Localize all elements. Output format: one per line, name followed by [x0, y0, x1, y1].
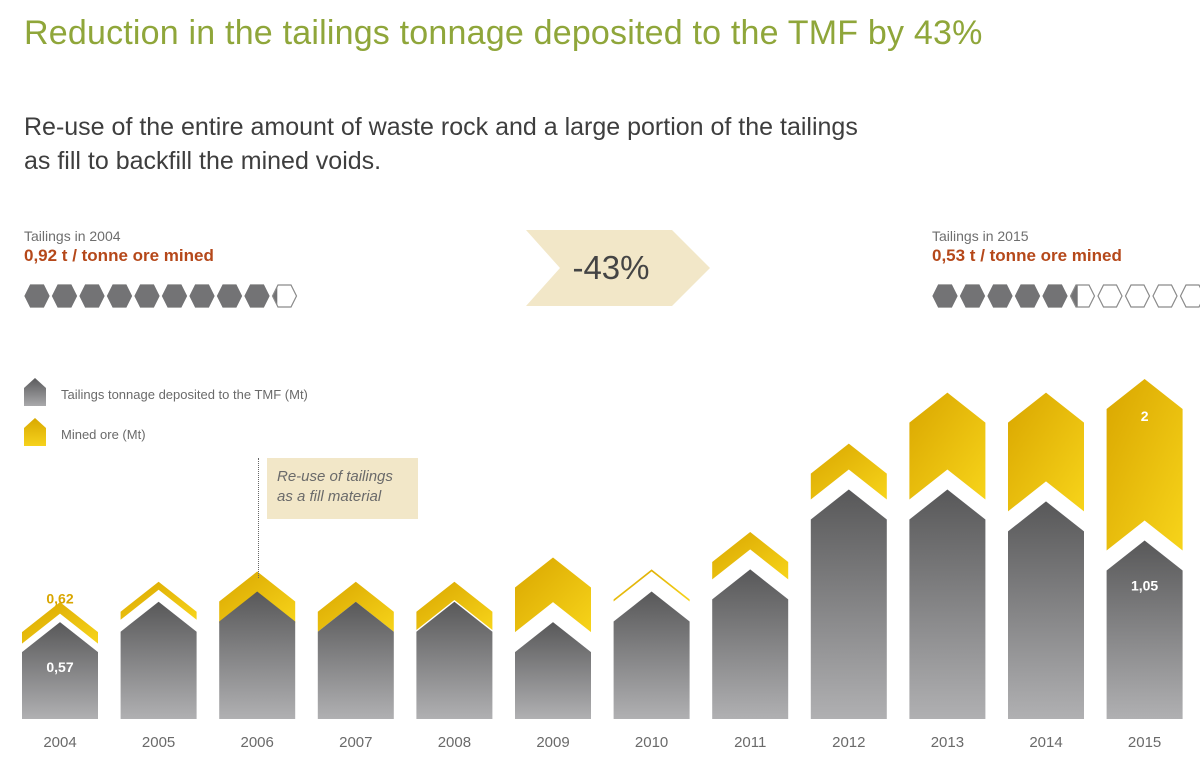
left-hexagon [216, 284, 243, 308]
x-tick-2004: 2004 [43, 734, 76, 751]
x-tick-2014: 2014 [1029, 734, 1062, 751]
bar-mined-ore-2004 [22, 602, 98, 644]
bar-mined-ore-2006 [219, 571, 296, 624]
left-hexagons [24, 284, 298, 308]
right-hexagon [932, 284, 958, 308]
right-hexagon [1014, 284, 1041, 308]
right-hexagon [1097, 284, 1123, 308]
data-label-2004-mined-ore: 0,62 [46, 591, 73, 607]
right-hexagons [932, 284, 1200, 308]
x-tick-2015: 2015 [1128, 734, 1161, 751]
gold-pentagon-icon [24, 418, 46, 446]
left-hexagon [161, 284, 188, 308]
bar-tailings-2006 [219, 591, 296, 719]
right-hexagon [959, 284, 986, 308]
bar-mined-ore-2011 [712, 532, 789, 580]
bar-mined-ore-2013 [909, 392, 986, 500]
subtitle-line-1: Re-use of the entire amount of waste roc… [24, 113, 858, 141]
x-tick-2005: 2005 [142, 734, 175, 751]
bar-tailings-2008 [416, 601, 493, 719]
bar-mined-ore-2005 [120, 581, 197, 620]
bar-mined-ore-2012 [810, 443, 887, 500]
left-hexagon-gauge [24, 284, 303, 308]
page-subtitle: Re-use of the entire amount of waste roc… [24, 110, 984, 178]
left-hexagon [189, 284, 215, 308]
bar-mined-ore-2008 [416, 581, 493, 630]
data-label-2015-tailings: 1,05 [1131, 578, 1158, 594]
bar-tailings-2015 [1106, 540, 1183, 719]
x-tick-2013: 2013 [931, 734, 964, 751]
left-hexagon [244, 284, 270, 308]
left-hexagon [24, 284, 50, 308]
legend-label-mined-ore: Mined ore (Mt) [61, 427, 146, 442]
x-tick-2007: 2007 [339, 734, 372, 751]
x-tick-2011: 2011 [734, 734, 766, 751]
x-tick-2008: 2008 [438, 734, 471, 751]
right-hexagon [1179, 284, 1200, 308]
annotation-leader-line [258, 458, 259, 578]
right-hexagon [1152, 284, 1178, 308]
subtitle-line-2: as fill to backfill the mined voids. [24, 147, 382, 175]
x-tick-2010: 2010 [635, 734, 668, 751]
right-hexagon [1124, 284, 1151, 308]
left-hexagon [51, 284, 78, 308]
right-hexagon-gauge [932, 284, 1200, 308]
left-hexagon [271, 284, 298, 308]
annotation-box: Re-use of tailings as a fill material [267, 458, 418, 519]
x-tick-2006: 2006 [241, 734, 274, 751]
left-hexagon [79, 284, 105, 308]
bar-tailings-2007 [317, 601, 394, 719]
right-hexagon [1069, 284, 1096, 308]
left-hexagon [106, 284, 133, 308]
bar-tailings-2012 [810, 489, 887, 719]
annotation-line-1: Re-use of tailings [277, 468, 393, 485]
data-label-2015-mined-ore: 2 [1141, 408, 1149, 424]
left-stat-label: Tailings in 2004 [24, 228, 121, 244]
right-hexagon [1042, 284, 1068, 308]
bar-tailings-2014 [1008, 501, 1084, 719]
bar-tailings-2011 [712, 569, 789, 719]
right-stat-value: 0,53 t / tonne ore mined [932, 246, 1122, 265]
bar-mined-ore-2015 [1106, 379, 1183, 551]
change-percent: -43% [572, 249, 650, 286]
bar-mined-ore-2007 [317, 581, 394, 632]
annotation-line-2: as a fill material [277, 488, 382, 505]
bar-tailings-2005 [120, 601, 197, 719]
page-title: Reduction in the tailings tonnage deposi… [24, 14, 983, 52]
x-tick-2009: 2009 [536, 734, 569, 751]
data-label-2004-tailings: 0,57 [46, 659, 73, 675]
left-stat-value: 0,92 t / tonne ore mined [24, 246, 214, 265]
right-hexagon [987, 284, 1013, 308]
right-stat-label: Tailings in 2015 [932, 228, 1029, 244]
left-hexagon [134, 284, 160, 308]
bar-tailings-2010 [613, 591, 690, 719]
bar-tailings-2009 [515, 622, 591, 719]
bar-mined-ore-2009 [515, 557, 591, 633]
bar-tailings-2004 [22, 622, 98, 719]
arrow-shape [526, 230, 710, 306]
bar-mined-ore-2014 [1008, 392, 1084, 512]
x-tick-2012: 2012 [832, 734, 865, 751]
bar-tailings-2013 [909, 489, 986, 719]
change-arrow-badge [526, 230, 710, 306]
gray-pentagon-icon [24, 378, 46, 406]
legend-label-tailings: Tailings tonnage deposited to the TMF (M… [61, 387, 308, 402]
